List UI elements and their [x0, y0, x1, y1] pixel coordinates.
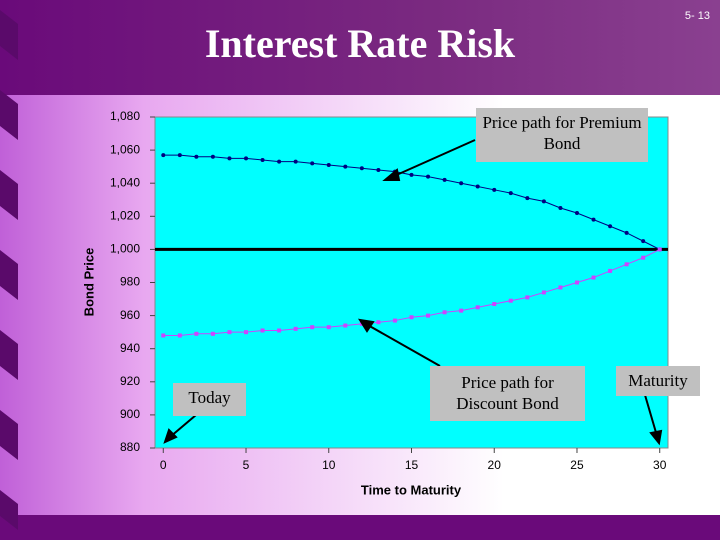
point — [508, 191, 513, 196]
point — [343, 323, 348, 328]
x-tick-label: 20 — [488, 458, 502, 472]
point — [343, 164, 348, 169]
point — [624, 230, 629, 235]
point — [608, 268, 613, 273]
point — [641, 239, 646, 244]
point — [177, 153, 182, 158]
point — [558, 285, 563, 290]
y-tick-label: 1,080 — [110, 109, 140, 123]
point — [210, 331, 215, 336]
point — [558, 206, 563, 211]
point — [574, 280, 579, 285]
y-tick-label: 920 — [120, 374, 140, 388]
y-tick-label: 980 — [120, 275, 140, 289]
point — [442, 177, 447, 182]
footer-band — [0, 515, 720, 540]
point — [310, 161, 315, 166]
annotation: Price path for Premium Bond — [476, 108, 648, 162]
point — [657, 247, 662, 252]
annotation: Price path for Discount Bond — [430, 366, 585, 421]
chart-title: Interest Rate Risk — [205, 21, 516, 66]
point — [161, 333, 166, 338]
point — [525, 295, 530, 300]
y-tick-label: 960 — [120, 308, 140, 322]
point — [359, 166, 364, 171]
y-tick-label: 1,040 — [110, 175, 140, 189]
point — [541, 199, 546, 204]
y-tick-label: 1,000 — [110, 242, 140, 256]
x-tick-label: 15 — [405, 458, 419, 472]
y-tick-label: 900 — [120, 407, 140, 421]
y-tick-label: 1,020 — [110, 208, 140, 222]
point — [608, 224, 613, 229]
point — [409, 315, 414, 320]
y-axis-label: Bond Price — [81, 248, 96, 317]
marks: 880 900 920 940 960 980 1,000 1,020 1,040 1,060 1,… — [110, 109, 668, 472]
point — [376, 167, 381, 172]
point — [475, 184, 480, 189]
point — [177, 333, 182, 338]
point — [244, 330, 249, 335]
x-tick-label: 5 — [243, 458, 250, 472]
point — [591, 275, 596, 280]
point — [459, 181, 464, 186]
point — [260, 328, 265, 333]
arrows — [163, 139, 663, 446]
point — [293, 326, 298, 331]
point — [624, 262, 629, 267]
point — [194, 154, 199, 159]
point — [310, 325, 315, 330]
point — [260, 158, 265, 163]
title-band — [0, 0, 720, 95]
point — [277, 328, 282, 333]
y-tick-label: 940 — [120, 341, 140, 355]
point — [591, 217, 596, 222]
point — [541, 290, 546, 295]
x-tick-label: 0 — [160, 458, 167, 472]
point — [426, 174, 431, 179]
decor — [0, 10, 18, 530]
point — [525, 196, 530, 201]
point — [194, 331, 199, 336]
point — [376, 320, 381, 325]
point — [459, 308, 464, 313]
x-tick-label: 25 — [570, 458, 584, 472]
point — [426, 313, 431, 318]
y-tick-label: 880 — [120, 440, 140, 454]
point — [227, 330, 232, 335]
point — [442, 310, 447, 315]
y-tick-label: 1,060 — [110, 142, 140, 156]
point — [492, 302, 497, 307]
point — [508, 298, 513, 303]
point — [409, 172, 414, 177]
point — [641, 255, 646, 260]
point — [161, 153, 166, 158]
x-tick-label: 30 — [653, 458, 667, 472]
point — [392, 318, 397, 323]
point — [492, 187, 497, 192]
point — [293, 159, 298, 164]
point — [227, 156, 232, 161]
point — [210, 154, 215, 159]
annotation: Today — [173, 383, 246, 416]
point — [277, 159, 282, 164]
point — [326, 162, 331, 167]
point — [326, 325, 331, 330]
point — [475, 305, 480, 310]
x-tick-label: 10 — [322, 458, 336, 472]
point — [574, 210, 579, 215]
x-axis-label: Time to Maturity — [361, 482, 462, 497]
annotation: Maturity — [616, 366, 700, 396]
slide-number: 5- 13 — [685, 10, 710, 22]
point — [244, 156, 249, 161]
